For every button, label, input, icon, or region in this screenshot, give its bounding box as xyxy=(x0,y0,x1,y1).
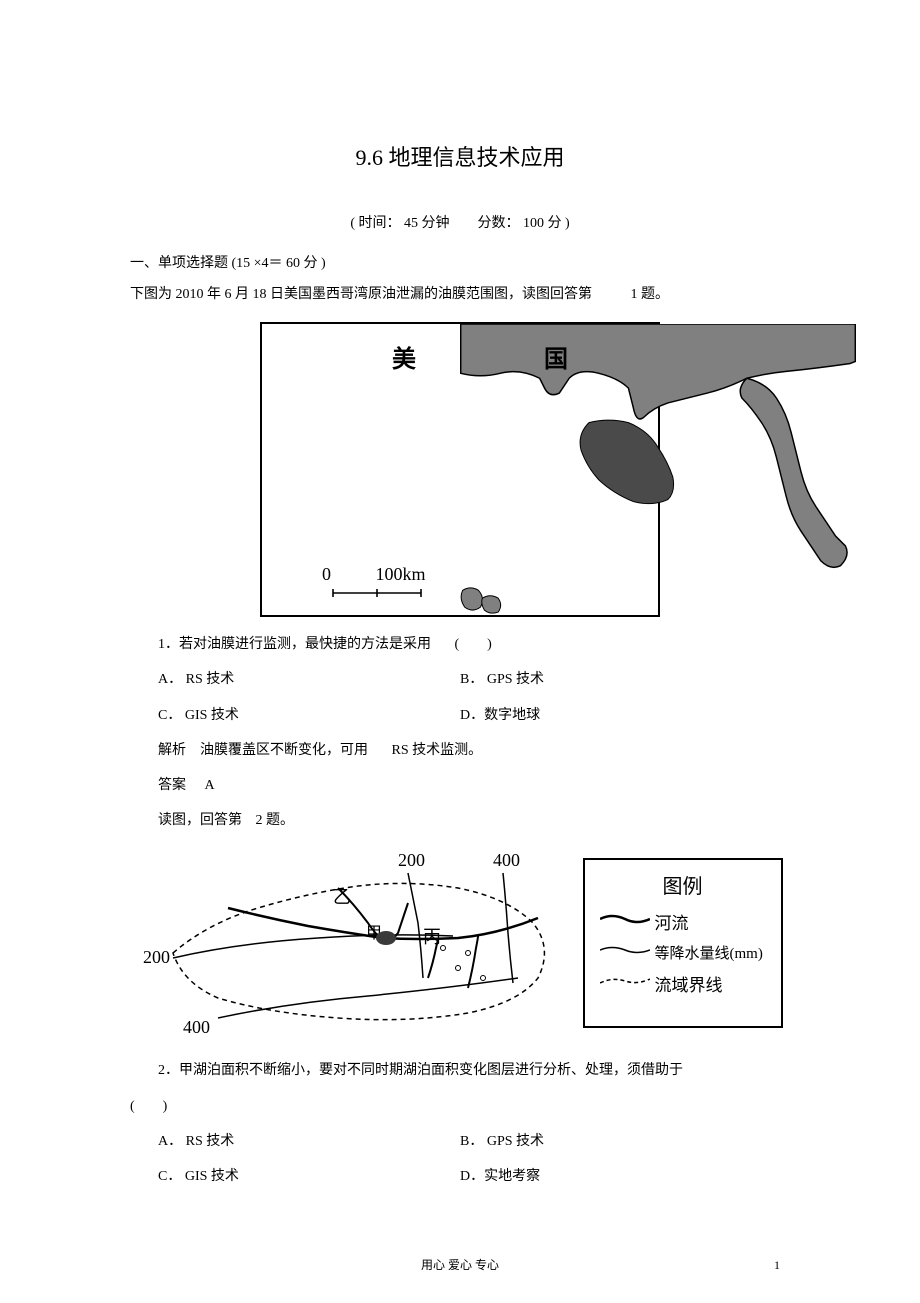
legend: 图例 河流 等降水量线(mm) 流域界线 xyxy=(583,858,783,1028)
footer: 用心 爱心 专心 xyxy=(0,1256,920,1273)
q2-row1: A． RS 技术 B． GPS 技术 xyxy=(130,1129,790,1154)
q2-optA: A． RS 技术 xyxy=(130,1129,460,1154)
intro1-end: 1 题。 xyxy=(631,282,670,307)
intro-paragraph-1: 下图为 2010 年 6 月 18 日美国墨西哥湾原油泄漏的油膜范围图，读图回答… xyxy=(130,282,790,307)
q1-row2: C． GIS 技术 D．数字地球 xyxy=(130,703,790,728)
q1-answer-line: 答案 A xyxy=(130,773,790,798)
map1-label-right: 国 xyxy=(544,339,568,374)
map2: 200 400 200 400 乙 甲 丙 xyxy=(138,848,578,1038)
isohyet-symbol xyxy=(600,942,650,963)
river-symbol xyxy=(600,911,650,932)
legend-label-2: 等降水量线(mm) xyxy=(655,942,763,963)
map2-400-bottom: 400 xyxy=(183,1017,210,1037)
legend-label-3: 流域界线 xyxy=(655,971,723,996)
q1-optB: B． GPS 技术 xyxy=(460,667,790,692)
map2-svg: 200 400 200 400 乙 甲 丙 xyxy=(138,848,578,1038)
intro1-text: 下图为 2010 年 6 月 18 日美国墨西哥湾原油泄漏的油膜范围图，读图回答… xyxy=(130,287,592,302)
section-header: 一、单项选择题 (15 ×4＝ 60 分 ) xyxy=(130,252,790,272)
q1-explanation-text: 解析 油膜覆盖区不断变化，可用 xyxy=(158,743,368,758)
map1-scale: 0 100km xyxy=(322,564,426,585)
q1-optA: A． RS 技术 xyxy=(130,667,460,692)
q2-optB: B． GPS 技术 xyxy=(460,1129,790,1154)
q1-paren: ( ) xyxy=(455,637,492,652)
map2-200-top: 200 xyxy=(398,850,425,870)
subtitle: ( 时间： 45 分钟 分数： 100 分 ) xyxy=(130,212,790,232)
map1-scale-bar xyxy=(322,589,432,597)
map1-container: 美 国 0 100km xyxy=(130,322,790,617)
lake-jia xyxy=(376,931,396,945)
map2-container: 200 400 200 400 乙 甲 丙 xyxy=(130,848,790,1038)
q2-text: 2．甲湖泊面积不断缩小，要对不同时期湖泊面积变化图层进行分析、处理，须借助于 xyxy=(130,1058,790,1083)
intro2: 读图，回答第 2 题。 xyxy=(130,808,790,833)
legend-label-1: 河流 xyxy=(655,909,689,934)
q1-question: 1．若对油膜进行监测，最快捷的方法是采用 xyxy=(158,637,431,652)
q1-text: 1．若对油膜进行监测，最快捷的方法是采用 ( ) xyxy=(130,632,790,657)
page-number: 1 xyxy=(774,1258,780,1273)
intro2-b: 2 题。 xyxy=(256,813,295,828)
q1-optC: C． GIS 技术 xyxy=(130,703,460,728)
q1-explanation-end: RS 技术监测。 xyxy=(392,743,483,758)
watershed-symbol xyxy=(600,973,650,994)
q2-optC: C． GIS 技术 xyxy=(130,1164,460,1189)
q1-explanation: 解析 油膜覆盖区不断变化，可用 RS 技术监测。 xyxy=(130,738,790,763)
q1-optD: D．数字地球 xyxy=(460,703,790,728)
map1: 美 国 0 100km xyxy=(260,322,660,617)
map1-label-left: 美 xyxy=(392,339,416,374)
q1-answer: A xyxy=(205,778,215,793)
q2-paren: ( ) xyxy=(130,1094,790,1119)
q1-answer-label: 答案 xyxy=(158,778,186,793)
map2-400-top: 400 xyxy=(493,850,520,870)
q1-row1: A． RS 技术 B． GPS 技术 xyxy=(130,667,790,692)
legend-item-2: 等降水量线(mm) xyxy=(600,942,766,963)
map2-bing: 丙 xyxy=(423,927,441,947)
map2-200-left: 200 xyxy=(143,947,170,967)
scale-100: 100km xyxy=(376,564,426,584)
page-title: 9.6 地理信息技术应用 xyxy=(130,140,790,172)
legend-item-1: 河流 xyxy=(600,909,766,934)
map2-yi: 乙 xyxy=(333,887,351,907)
map1-svg xyxy=(460,324,856,615)
legend-title: 图例 xyxy=(600,870,766,899)
legend-item-3: 流域界线 xyxy=(600,971,766,996)
q2-optD: D．实地考察 xyxy=(460,1164,790,1189)
intro2-a: 读图，回答第 xyxy=(158,813,242,828)
scale-0: 0 xyxy=(322,564,331,584)
q2-row2: C． GIS 技术 D．实地考察 xyxy=(130,1164,790,1189)
